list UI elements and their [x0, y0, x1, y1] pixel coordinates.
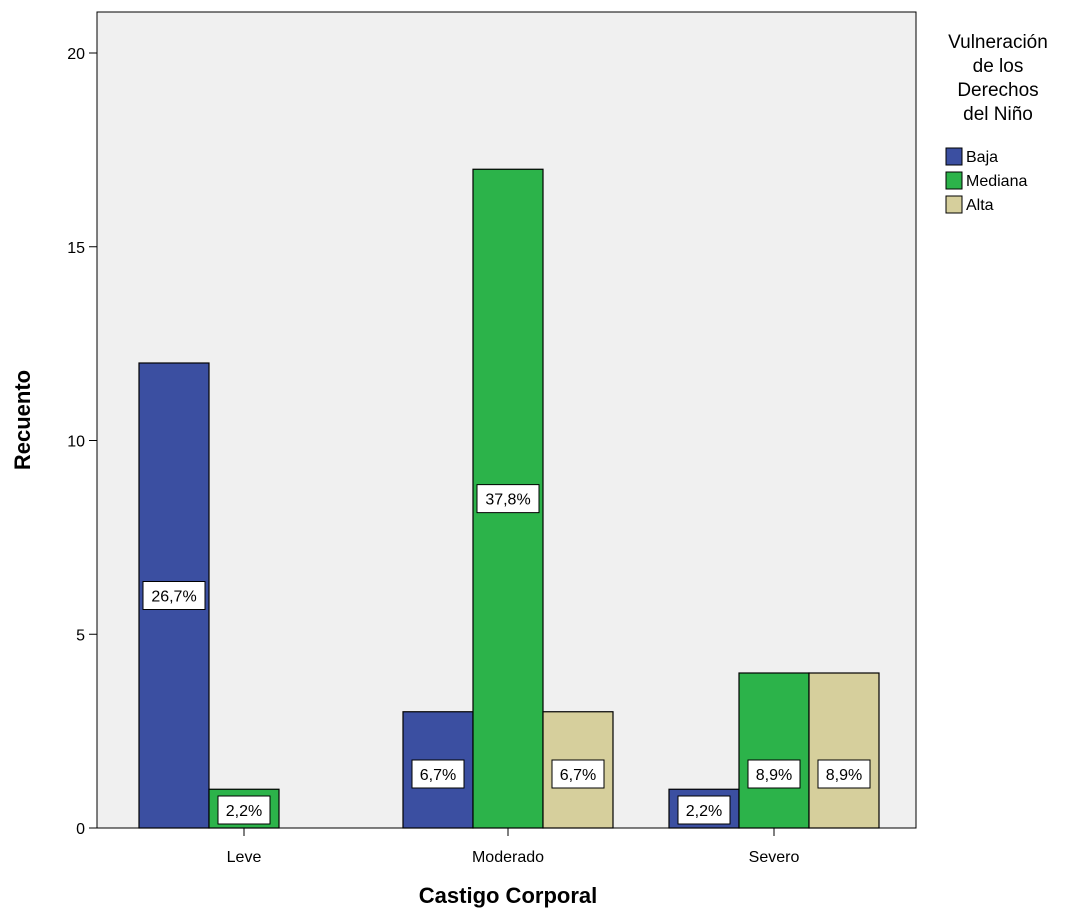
data-labels-layer: 26,7% 2,2% 6,7% 37,8% 6,7% 2,2% 8,9% 8,9%	[142, 484, 871, 825]
data-label: 8,9%	[826, 767, 862, 784]
x-tick-label: Leve	[227, 849, 262, 866]
bar	[808, 672, 880, 829]
data-label: 6,7%	[420, 767, 456, 784]
bar	[738, 672, 810, 829]
y-tick-label: 0	[76, 821, 85, 838]
legend-label: Baja	[966, 149, 998, 166]
legend-title-line: Vulneración	[948, 32, 1048, 53]
legend-swatch	[945, 147, 963, 166]
data-label: 26,7%	[151, 589, 196, 606]
data-label-box	[476, 484, 540, 514]
data-label: 2,2%	[226, 803, 262, 820]
y-tick-label: 20	[67, 46, 85, 63]
x-axis-title: Castigo Corporal	[419, 883, 597, 908]
legend-title-line: Derechos	[957, 80, 1038, 101]
data-label-box	[677, 795, 731, 825]
y-tick-label: 15	[67, 240, 85, 257]
data-label-box	[142, 581, 206, 610]
legend-label: Alta	[966, 197, 994, 214]
data-label: 6,7%	[560, 767, 596, 784]
legend-swatch	[945, 195, 963, 214]
legend: Vulneración de los Derechos del Niño Baja Med…	[945, 32, 1048, 214]
data-label: 37,8%	[485, 492, 530, 509]
y-tick-label: 5	[76, 627, 85, 644]
legend-title-line: del Niño	[963, 104, 1033, 125]
data-label-box	[747, 759, 801, 789]
data-label-box	[817, 759, 871, 789]
y-tick-label: 10	[67, 434, 85, 451]
x-tick-label: Moderado	[472, 849, 544, 866]
legend-label: Mediana	[966, 173, 1027, 190]
legend-swatch	[945, 171, 963, 190]
data-label-box	[411, 759, 465, 789]
axis-layer: 0 5 10 15 20 Leve Moderado Severo	[67, 46, 799, 866]
data-label-box	[217, 795, 271, 825]
legend-title-line: de los	[973, 56, 1024, 77]
data-label: 8,9%	[756, 767, 792, 784]
y-axis-title: Recuento	[10, 370, 35, 470]
data-label-box	[551, 759, 605, 789]
data-label: 2,2%	[686, 803, 722, 820]
x-tick-label: Severo	[749, 849, 800, 866]
